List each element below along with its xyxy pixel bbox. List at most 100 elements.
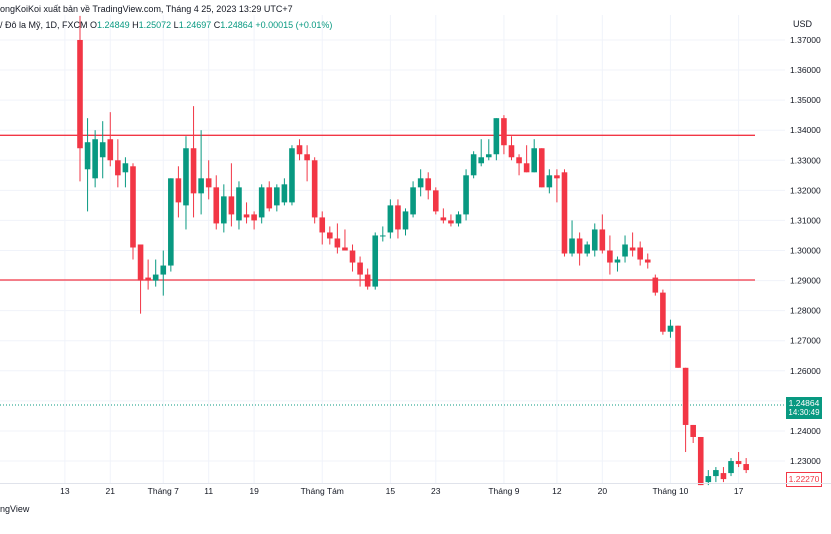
candle-body [115,160,121,176]
countdown-timer: 14:30:49 [788,408,820,417]
candle-body [576,238,583,254]
candle-body [183,148,189,206]
candle-body [455,214,462,224]
candle-body [289,148,295,203]
candle-body [478,157,485,164]
candle-body [311,160,318,218]
candle-body [364,274,371,287]
publisher-line: ongKoiKoi xuất bản về TradingView.com, T… [0,4,293,14]
low-value: 1.24697 [178,20,212,30]
candle-body [130,166,136,248]
price-tick-label: 1.35000 [790,95,821,105]
candle-body [538,148,545,188]
candle-body [448,220,454,224]
candle-body [584,244,590,254]
open-value: 1.24849 [97,20,130,30]
time-tick-label: Tháng 7 [148,486,179,496]
candle-body [334,238,341,248]
candle-body [713,470,719,477]
candle-body [198,178,204,194]
axis-divider [0,483,831,484]
candle-body [387,205,394,233]
candle-body [652,277,659,293]
candle-body [516,157,522,164]
candle-body [145,277,151,281]
candle-body [735,461,742,465]
candle-body [546,175,553,188]
candle-body [728,461,734,474]
candle-body [554,175,560,179]
time-tick-label: 13 [60,486,70,496]
candle-body [205,178,212,188]
price-tick-label: 1.24000 [790,426,821,436]
change-value: +0.00015 (+0.01%) [255,20,333,30]
time-tick-label: 12 [552,486,562,496]
candle-body [720,473,727,480]
ohlc-legend: / Đô la Mỹ, 1D, FXCM O1.24849 H1.25072 L… [0,20,332,30]
candle-body [122,163,129,173]
candle-body [743,464,749,471]
candle-body [395,205,401,230]
candle-body [675,325,681,368]
candlestick-series [77,15,749,486]
candle-body [137,244,144,281]
candle-body [705,476,712,483]
price-tick-label: 1.27000 [790,336,821,346]
close-value: 1.24864 [220,20,253,30]
candle-body [485,154,492,158]
candle-body [690,424,696,437]
candle-body [84,142,91,170]
price-tick-label: 1.37000 [790,35,821,45]
candle-body [432,190,439,212]
high-value: 1.25072 [138,20,172,30]
time-tick-label: 21 [106,486,116,496]
candle-body [243,214,250,218]
price-tick-label: 1.32000 [790,185,821,195]
time-tick-label: 11 [204,486,213,496]
candle-body [508,145,515,158]
time-tick-label: Tháng 10 [652,486,688,496]
candle-body [92,139,98,179]
candle-body [591,229,598,251]
candle-body [342,247,348,251]
candle-body [440,217,447,221]
candle-body [327,232,333,239]
candle-body [304,154,310,161]
time-tick-label: 17 [734,486,744,496]
candle-body [349,250,356,263]
price-tick-label: 1.26000 [790,366,821,376]
candle-body [266,187,273,209]
candle-body [372,235,379,287]
time-tick-label: 20 [598,486,608,496]
time-tick-label: 19 [249,486,259,496]
price-tick-label: 1.29000 [790,276,821,286]
candle-body [221,196,227,224]
open-label: O [90,20,98,30]
candle-body [417,178,424,188]
time-axis: 13 21 Tháng 7 11 19 Tháng Tám 15 23 Tháng 9 12 20 T… [60,486,743,496]
candle-body [501,118,507,146]
candle-body [357,262,363,275]
candle-body [622,244,628,257]
candle-body [228,196,235,215]
candle-body [236,187,242,221]
candle-body [319,217,326,233]
candle-body [561,172,568,254]
candle-body [697,436,704,486]
symbol-text: / Đô la Mỹ, 1D, FXCM [0,20,88,30]
candle-body [274,187,280,206]
current-price-tag: 1.24864 14:30:49 [786,397,822,419]
candle-body [644,259,651,263]
candle-body [682,367,689,425]
price-tick-label: 1.34000 [790,125,821,135]
candle-body [410,187,416,215]
price-tick-label: 1.23000 [790,456,821,466]
candle-body [402,211,409,230]
close-label: C [213,20,221,30]
candle-body [599,229,606,251]
time-tick-label: Tháng 9 [488,486,519,496]
candle-body [531,148,537,173]
candle-body [77,39,83,149]
high-label: H [132,20,139,30]
